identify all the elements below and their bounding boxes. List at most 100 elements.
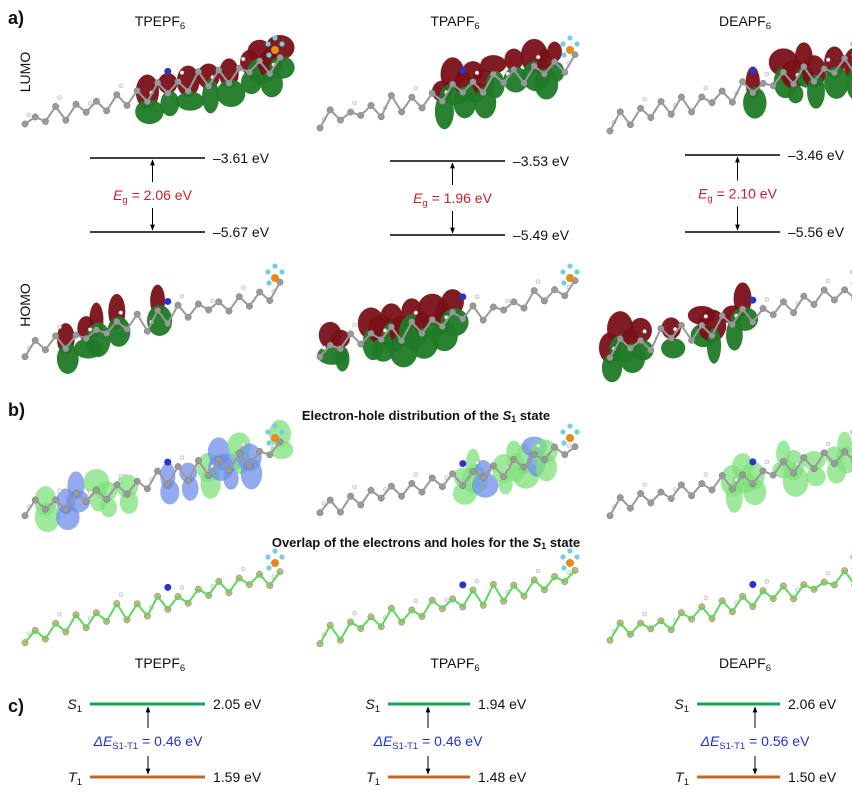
- bond: [641, 108, 651, 117]
- bond: [432, 600, 442, 608]
- bond: [473, 306, 483, 320]
- bond: [732, 82, 742, 102]
- bond: [412, 97, 422, 108]
- atom: [765, 297, 769, 301]
- atom: [459, 460, 466, 467]
- bond: [270, 572, 280, 586]
- gap-label: Eg = 1.96 eV: [413, 190, 493, 209]
- atom: [241, 286, 245, 290]
- atom: [266, 280, 271, 285]
- bond: [107, 95, 117, 111]
- bond: [260, 292, 270, 300]
- atom: [271, 274, 279, 282]
- atom: [643, 612, 647, 616]
- bond: [620, 112, 630, 125]
- gap-label: Eg = 2.06 eV: [113, 187, 193, 206]
- bond: [45, 623, 55, 639]
- bond: [763, 308, 773, 314]
- delta-label-part: = 0.46 eV: [138, 733, 203, 749]
- section-title-part: S: [503, 408, 512, 423]
- section-title-part: state: [546, 535, 580, 550]
- atom: [27, 113, 31, 117]
- atom: [279, 554, 284, 559]
- bond: [402, 610, 412, 622]
- molecule: [317, 35, 580, 131]
- bond: [743, 596, 753, 606]
- atom: [353, 101, 357, 105]
- bond: [671, 485, 681, 499]
- bond: [824, 290, 834, 300]
- atom: [536, 569, 540, 573]
- atom: [566, 434, 574, 442]
- molecule: [607, 548, 852, 643]
- bond: [239, 578, 249, 585]
- bond: [96, 101, 106, 111]
- atom: [561, 440, 566, 445]
- compound-name-part: DEAPF: [719, 13, 766, 29]
- bond: [814, 290, 824, 304]
- atom: [211, 299, 215, 303]
- energy-value: –3.46 eV: [788, 147, 845, 163]
- delta-label: ΔES1-T1 = 0.46 eV: [93, 733, 204, 752]
- bond: [340, 496, 350, 512]
- bond: [249, 292, 259, 306]
- bond: [681, 485, 691, 496]
- atom: [271, 46, 279, 54]
- atom: [353, 323, 357, 327]
- atom: [180, 71, 184, 75]
- bond: [834, 290, 844, 300]
- bond: [147, 596, 157, 616]
- atom: [826, 279, 830, 283]
- bond: [178, 305, 188, 317]
- bond: [661, 492, 671, 498]
- bond: [473, 590, 483, 605]
- bond: [361, 490, 371, 505]
- bond: [442, 474, 452, 487]
- bond: [661, 621, 671, 630]
- bond: [127, 604, 137, 620]
- bond: [565, 55, 575, 73]
- bond: [76, 615, 86, 628]
- energy-value-part: –5.49 eV: [513, 227, 570, 243]
- bond: [794, 585, 804, 599]
- atom: [765, 460, 769, 464]
- atom: [567, 423, 572, 428]
- atom: [180, 294, 184, 298]
- atom: [536, 444, 540, 448]
- bond: [351, 622, 361, 628]
- bond: [422, 93, 432, 108]
- bond: [620, 498, 630, 509]
- bond: [794, 296, 804, 312]
- bond: [56, 623, 66, 632]
- atom: [566, 559, 574, 567]
- bond: [137, 314, 147, 331]
- compound-name-part: TPAPF: [430, 655, 474, 671]
- atom: [266, 440, 271, 445]
- energy-value-part: 2.05 eV: [213, 696, 262, 712]
- bond: [198, 589, 208, 595]
- bond: [229, 297, 239, 311]
- atom: [119, 474, 123, 478]
- bond: [692, 484, 702, 496]
- bond: [137, 604, 147, 616]
- bond: [651, 102, 661, 118]
- compound-name-part: 6: [180, 21, 185, 32]
- bond: [681, 97, 691, 112]
- atom: [643, 483, 647, 487]
- bond: [45, 106, 55, 121]
- bond: [340, 622, 350, 640]
- bond: [229, 578, 239, 593]
- energy-value: 2.06 eV: [788, 696, 837, 712]
- atom: [414, 599, 418, 603]
- atom: [574, 269, 579, 274]
- bond: [219, 581, 229, 592]
- bond: [524, 291, 534, 308]
- bond: [188, 304, 198, 317]
- bond: [702, 484, 712, 490]
- bond: [783, 302, 793, 313]
- bond: [76, 104, 86, 112]
- bond: [25, 117, 35, 124]
- molecule: [22, 548, 285, 645]
- compound-name-part: 6: [474, 21, 479, 32]
- atom: [567, 571, 571, 575]
